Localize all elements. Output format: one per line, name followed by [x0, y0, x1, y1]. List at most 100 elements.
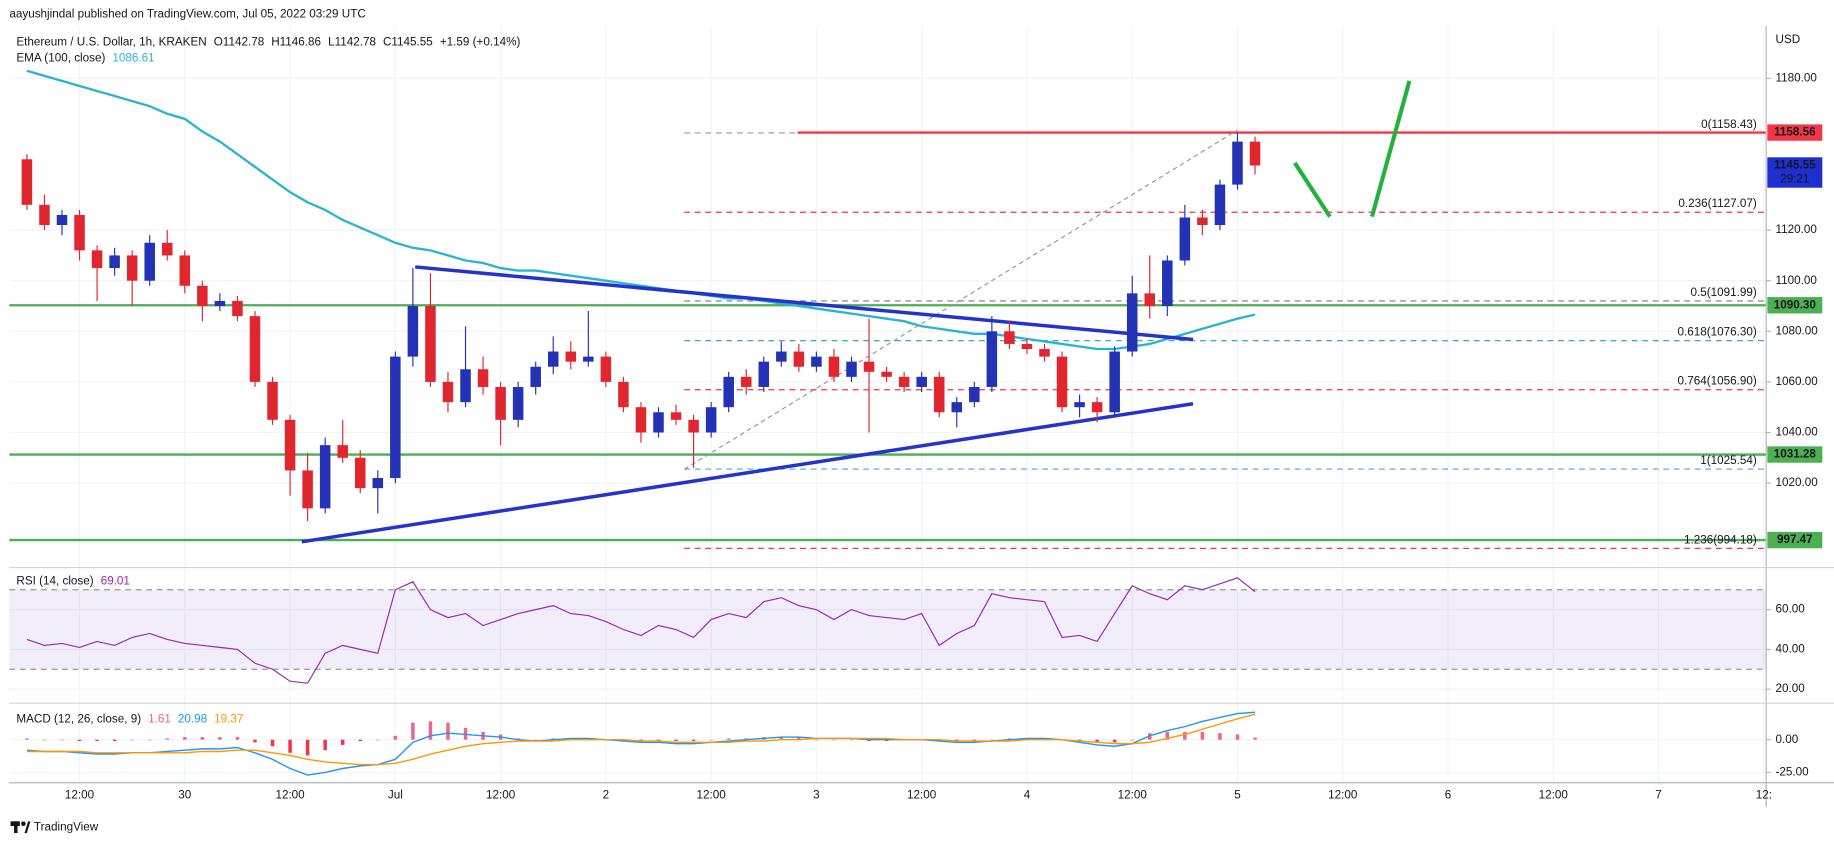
y-tick-label: 40.00	[1776, 642, 1806, 655]
candle-body	[302, 470, 313, 509]
brand: TradingView	[34, 820, 99, 833]
candle-body	[354, 457, 366, 489]
macd-histogram-bar	[533, 739, 538, 741]
y-tick-label: 1180.00	[1776, 71, 1818, 84]
candle-body	[1126, 293, 1138, 352]
price-badge	[1767, 446, 1823, 463]
x-tick-label: 3	[813, 789, 820, 802]
ema-name: EMA (100, close)	[16, 52, 105, 65]
price-badge	[1767, 531, 1823, 549]
y-tick-label: 60.00	[1776, 603, 1806, 616]
candle-body	[249, 316, 261, 382]
fib-label: 0.5(1091.99)	[1691, 286, 1757, 299]
ohlc: L1142.78	[328, 35, 376, 48]
candle-body	[705, 407, 717, 433]
candle-body	[969, 386, 980, 403]
symbol: Ethereum / U.S. Dollar, 1h, KRAKEN	[16, 35, 206, 48]
macd-histogram-bar	[25, 738, 29, 740]
macd-histogram-bar	[1235, 734, 1240, 740]
x-tick-label: 12:00	[1328, 789, 1358, 802]
macd-histogram-bar	[235, 737, 240, 740]
y-tick-label: 1080.00	[1776, 324, 1819, 337]
macd-histogram-bar	[183, 737, 187, 740]
candle-body	[776, 351, 787, 362]
y-tick-label: 1060.00	[1776, 375, 1819, 388]
macd-histogram-bar	[797, 737, 801, 740]
macd-histogram-bar	[1165, 731, 1170, 740]
y-tick-label: 20.00	[1776, 682, 1806, 695]
candle-body	[1197, 217, 1208, 226]
candle-body	[530, 366, 541, 387]
candle-body	[126, 255, 138, 281]
x-tick-label: 12:00	[486, 789, 516, 802]
candle-body	[635, 407, 647, 433]
candle-body	[1074, 402, 1085, 408]
fib-label: 0.236(1127.07)	[1678, 197, 1757, 210]
macd-histogram-bar	[147, 739, 152, 741]
macd-histogram-bar	[218, 737, 222, 740]
macd-histogram-bar	[376, 739, 380, 741]
signal-line	[26, 713, 1256, 766]
candle-body	[547, 351, 559, 367]
macd-histogram-bar	[1200, 731, 1205, 740]
publisher: aayushjindal published on TradingView.co…	[9, 7, 365, 20]
candle-body	[933, 376, 945, 413]
candle-body	[460, 369, 471, 403]
macd-histogram-bar	[1183, 731, 1187, 740]
macd-histogram-bar	[60, 739, 64, 741]
macd-line	[26, 711, 1256, 776]
x-tick-label: 6	[1445, 789, 1452, 802]
macd-histogram-bar	[253, 739, 257, 743]
candle-body	[881, 371, 892, 377]
macd-histogram-bar	[323, 739, 327, 751]
candle-body	[1091, 402, 1103, 413]
ohlc-change: +1.59 (+0.14%)	[440, 35, 521, 48]
macd-histogram-bar	[288, 739, 292, 753]
ohlc: O1142.78	[214, 35, 264, 48]
candle-body	[863, 361, 875, 372]
x-tick-label: 12:00	[1539, 789, 1569, 802]
y-tick-label: -25.00	[1776, 766, 1810, 779]
macd-hist-value: 1.61	[148, 713, 171, 726]
ema-line	[26, 69, 1256, 351]
macd-histogram-bar	[1130, 739, 1134, 741]
candle-body	[723, 376, 734, 408]
price-badge	[1767, 157, 1823, 188]
x-tick-label: 12:00	[907, 789, 937, 802]
y-tick-label: 1040.00	[1776, 426, 1819, 439]
candle-body	[653, 412, 664, 433]
macd-histogram-bar	[446, 722, 450, 740]
macd-histogram-bar	[95, 739, 99, 742]
candle-body	[600, 356, 612, 382]
macd-histogram-bar	[1095, 739, 1099, 743]
rsi-value: 69.01	[101, 575, 130, 588]
candle-body	[1249, 141, 1261, 166]
price-badge-sub: 29:21	[1780, 173, 1809, 186]
candle-body	[1109, 351, 1120, 413]
x-tick-label: 4	[1024, 789, 1031, 802]
rsi-line	[26, 577, 1256, 684]
candle-body	[337, 445, 348, 458]
candle-body	[986, 331, 998, 387]
y-tick-label: 0.00	[1776, 733, 1799, 746]
symbol-line: Ethereum / U.S. Dollar, 1h, KRAKEN O1142.…	[16, 35, 520, 48]
candle-body	[232, 300, 243, 317]
candle-body	[898, 376, 910, 387]
candle-body	[688, 419, 699, 433]
rsi-band	[9, 589, 1767, 670]
x-tick-label: 5	[1234, 789, 1241, 802]
candle-body	[1144, 293, 1156, 307]
candle-body	[390, 356, 401, 479]
candle-body	[1232, 141, 1243, 185]
trend-line	[301, 402, 1194, 544]
candle-body	[1039, 349, 1050, 357]
macd-histogram-bar	[674, 739, 678, 742]
ohlc: H1146.86	[271, 35, 321, 48]
candle-body	[1214, 184, 1226, 226]
projection-arrow	[1370, 80, 1412, 218]
macd-histogram-bar	[200, 737, 205, 740]
y-tick-label: 1120.00	[1776, 223, 1818, 236]
price-badge	[1767, 297, 1823, 314]
